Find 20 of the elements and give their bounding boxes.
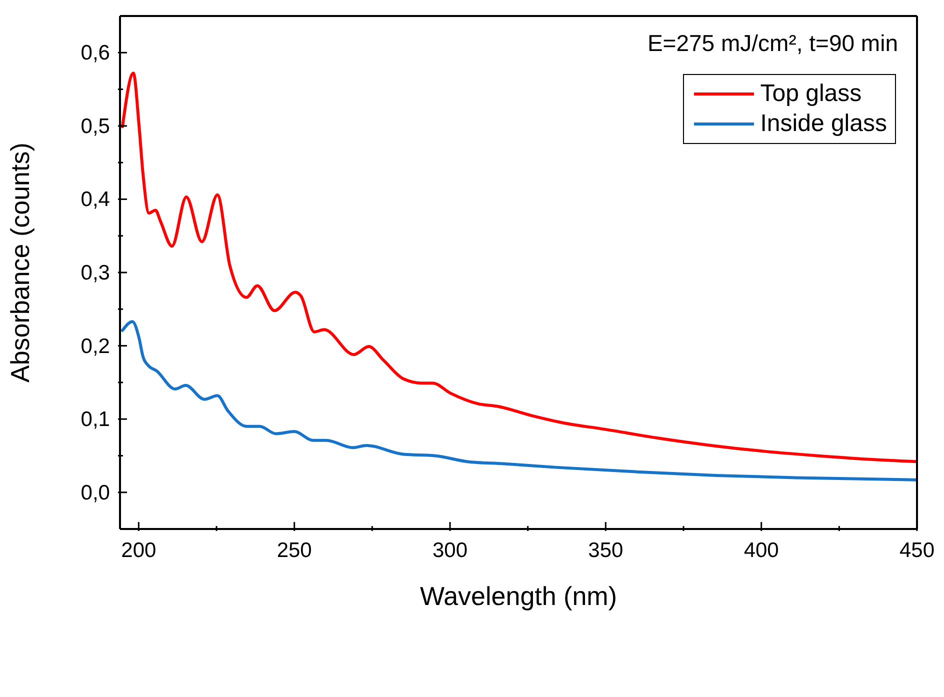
legend-label: Top glass (760, 79, 862, 109)
line-series (120, 320, 917, 482)
x-tick-label: 200 (121, 539, 156, 562)
line-series (120, 72, 917, 464)
x-tick-label: 400 (744, 539, 779, 562)
y-tick-label: 0,3 (80, 262, 110, 284)
x-tick-label: 350 (588, 539, 624, 562)
y-tick-label: 0,6 (80, 42, 110, 65)
y-tick-label: 0,2 (80, 334, 110, 358)
x-tick-label: 300 (432, 539, 468, 562)
annotation: E=275 mJ/cm², t=90 min (647, 30, 898, 57)
x-tick-label: 250 (276, 539, 312, 562)
y-tick-label: 0,0 (80, 481, 110, 504)
legend-label: Inside glass (760, 109, 887, 139)
x-axis-title: Wavelength (nm) (420, 581, 617, 611)
x-tick-label: 450 (899, 539, 935, 562)
y-tick-label: 0,1 (80, 408, 110, 432)
y-tick-label: 0,5 (80, 114, 110, 138)
y-axis-title: Absorbance (counts) (5, 142, 36, 382)
y-tick-label: 0,4 (80, 188, 110, 212)
